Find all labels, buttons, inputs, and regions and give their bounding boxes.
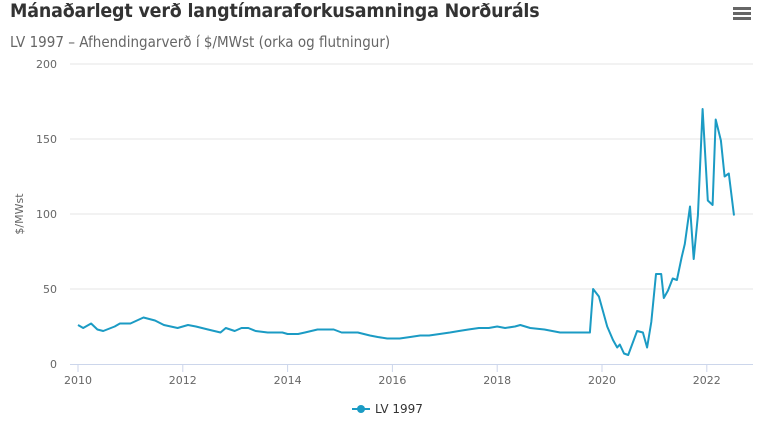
chart-title: Mánaðarlegt verð langtímaraforkusamninga… [10,0,540,22]
x-tick-label: 2010 [64,374,92,387]
x-tick-label: 2020 [588,374,616,387]
series-line-lv1997[interactable] [77,108,735,356]
hamburger-menu-icon[interactable] [732,5,752,21]
y-tick-label: 200 [36,58,57,71]
y-axis-labels: 0 50 100 150 200 [36,58,57,371]
legend-item-lv1997[interactable]: LV 1997 [352,402,423,416]
y-tick-label: 150 [36,133,57,146]
x-tick-label: 2022 [693,374,721,387]
x-axis: 2010 2012 2014 2016 2018 2020 2022 [64,364,753,387]
chart-subtitle: LV 1997 – Afhendingarverð í $/MWst (orka… [10,33,391,51]
x-tick-label: 2018 [483,374,511,387]
line-marker-icon [352,404,370,414]
y-tick-label: 100 [36,208,57,221]
gridlines [70,63,753,290]
x-tick-label: 2012 [169,374,197,387]
legend-label: LV 1997 [375,402,423,416]
x-tick-label: 2014 [274,374,302,387]
y-axis-title: $/MWst [13,193,26,235]
y-tick-label: 0 [50,358,57,371]
y-tick-label: 50 [43,283,57,296]
x-tick-label: 2016 [378,374,406,387]
